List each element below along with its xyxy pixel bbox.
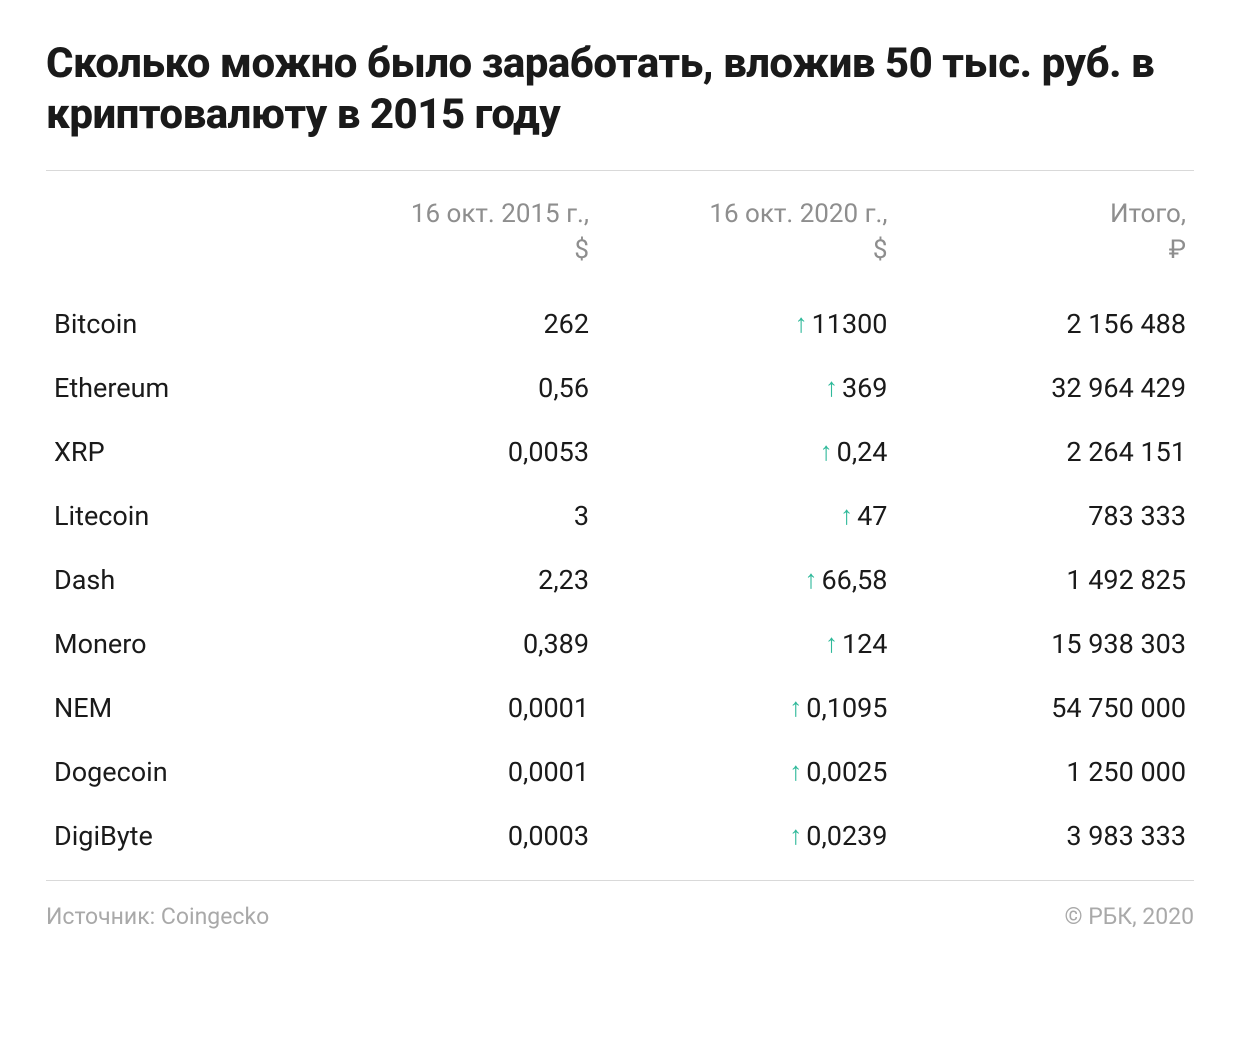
footer-source: Источник: Coingecko: [46, 903, 269, 930]
cell-price-2015: 3: [299, 484, 597, 548]
cell-price-2020: ↑47: [597, 484, 895, 548]
cell-name: Litecoin: [46, 484, 299, 548]
arrow-up-icon: ↑: [795, 308, 808, 339]
cell-price-2020-value: 369: [842, 372, 888, 404]
col-header-total: Итого, ₽: [895, 171, 1194, 291]
cell-name: XRP: [46, 420, 299, 484]
col-header-label: 16 окт. 2015 г.,: [411, 199, 589, 229]
cell-price-2020: ↑0,1095: [597, 676, 895, 740]
cell-price-2020-value: 66,58: [821, 564, 887, 596]
cell-price-2015: 0,0053: [299, 420, 597, 484]
col-header-unit: $: [574, 235, 589, 265]
cell-price-2015: 0,0003: [299, 804, 597, 880]
arrow-up-icon: ↑: [820, 436, 833, 467]
table-row: Litecoin3↑47783 333: [46, 484, 1194, 548]
cell-total: 2 156 488: [895, 292, 1194, 356]
cell-price-2015: 2,23: [299, 548, 597, 612]
cell-price-2015: 0,389: [299, 612, 597, 676]
cell-name: Monero: [46, 612, 299, 676]
col-header-label: Итого,: [1110, 199, 1186, 229]
arrow-up-icon: ↑: [840, 500, 853, 531]
cell-price-2020: ↑66,58: [597, 548, 895, 612]
cell-price-2020: ↑11300: [597, 292, 895, 356]
table-row: DigiByte0,0003↑0,02393 983 333: [46, 804, 1194, 880]
col-header-unit: $: [873, 235, 888, 265]
table-row: Monero0,389↑12415 938 303: [46, 612, 1194, 676]
cell-price-2020-value: 124: [842, 628, 888, 660]
cell-price-2015: 0,0001: [299, 676, 597, 740]
arrow-up-icon: ↑: [825, 628, 838, 659]
cell-price-2020: ↑0,0239: [597, 804, 895, 880]
table-header-row: 16 окт. 2015 г., $ 16 окт. 2020 г., $ Ит…: [46, 171, 1194, 291]
cell-price-2020: ↑124: [597, 612, 895, 676]
cell-total: 783 333: [895, 484, 1194, 548]
cell-total: 3 983 333: [895, 804, 1194, 880]
cell-name: NEM: [46, 676, 299, 740]
table-row: Dogecoin0,0001↑0,00251 250 000: [46, 740, 1194, 804]
cell-price-2020-value: 0,0239: [806, 820, 887, 852]
cell-total: 1 250 000: [895, 740, 1194, 804]
cell-price-2015: 0,56: [299, 356, 597, 420]
cell-price-2020-value: 11300: [812, 308, 888, 340]
footer-copyright: © РБК, 2020: [1065, 903, 1195, 930]
col-header-price-2020: 16 окт. 2020 г., $: [597, 171, 895, 291]
cell-name: Bitcoin: [46, 292, 299, 356]
footer: Источник: Coingecko © РБК, 2020: [46, 881, 1194, 930]
cell-name: DigiByte: [46, 804, 299, 880]
table-row: Ethereum0,56↑36932 964 429: [46, 356, 1194, 420]
table-row: XRP0,0053↑0,242 264 151: [46, 420, 1194, 484]
crypto-table: 16 окт. 2015 г., $ 16 окт. 2020 г., $ Ит…: [46, 171, 1194, 879]
cell-total: 15 938 303: [895, 612, 1194, 676]
table-body: Bitcoin262↑113002 156 488Ethereum0,56↑36…: [46, 292, 1194, 880]
cell-price-2020-value: 0,24: [837, 436, 888, 468]
page-title: Сколько можно было заработать, вложив 50…: [46, 38, 1194, 140]
table-row: Bitcoin262↑113002 156 488: [46, 292, 1194, 356]
cell-total: 1 492 825: [895, 548, 1194, 612]
cell-price-2020-value: 47: [857, 500, 887, 532]
cell-price-2020: ↑0,24: [597, 420, 895, 484]
cell-total: 32 964 429: [895, 356, 1194, 420]
cell-name: Ethereum: [46, 356, 299, 420]
arrow-up-icon: ↑: [789, 756, 802, 787]
cell-total: 54 750 000: [895, 676, 1194, 740]
page: Сколько можно было заработать, вложив 50…: [0, 0, 1240, 1050]
table-row: Dash2,23↑66,581 492 825: [46, 548, 1194, 612]
arrow-up-icon: ↑: [789, 820, 802, 851]
cell-price-2015: 0,0001: [299, 740, 597, 804]
arrow-up-icon: ↑: [789, 692, 802, 723]
cell-price-2020-value: 0,1095: [806, 692, 887, 724]
cell-price-2020: ↑369: [597, 356, 895, 420]
cell-price-2020-value: 0,0025: [806, 756, 887, 788]
cell-name: Dash: [46, 548, 299, 612]
col-header-label: 16 окт. 2020 г.,: [709, 199, 887, 229]
arrow-up-icon: ↑: [804, 564, 817, 595]
arrow-up-icon: ↑: [825, 372, 838, 403]
cell-total: 2 264 151: [895, 420, 1194, 484]
cell-price-2015: 262: [299, 292, 597, 356]
table-row: NEM0,0001↑0,109554 750 000: [46, 676, 1194, 740]
cell-price-2020: ↑0,0025: [597, 740, 895, 804]
col-header-unit: ₽: [1169, 235, 1186, 265]
cell-name: Dogecoin: [46, 740, 299, 804]
col-header-name: [46, 171, 299, 291]
col-header-price-2015: 16 окт. 2015 г., $: [299, 171, 597, 291]
